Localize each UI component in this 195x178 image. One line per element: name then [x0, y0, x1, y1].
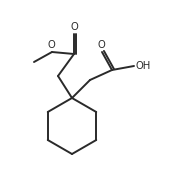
Text: O: O	[97, 41, 105, 51]
Text: O: O	[70, 22, 78, 33]
Text: O: O	[47, 40, 55, 50]
Text: OH: OH	[135, 61, 150, 71]
